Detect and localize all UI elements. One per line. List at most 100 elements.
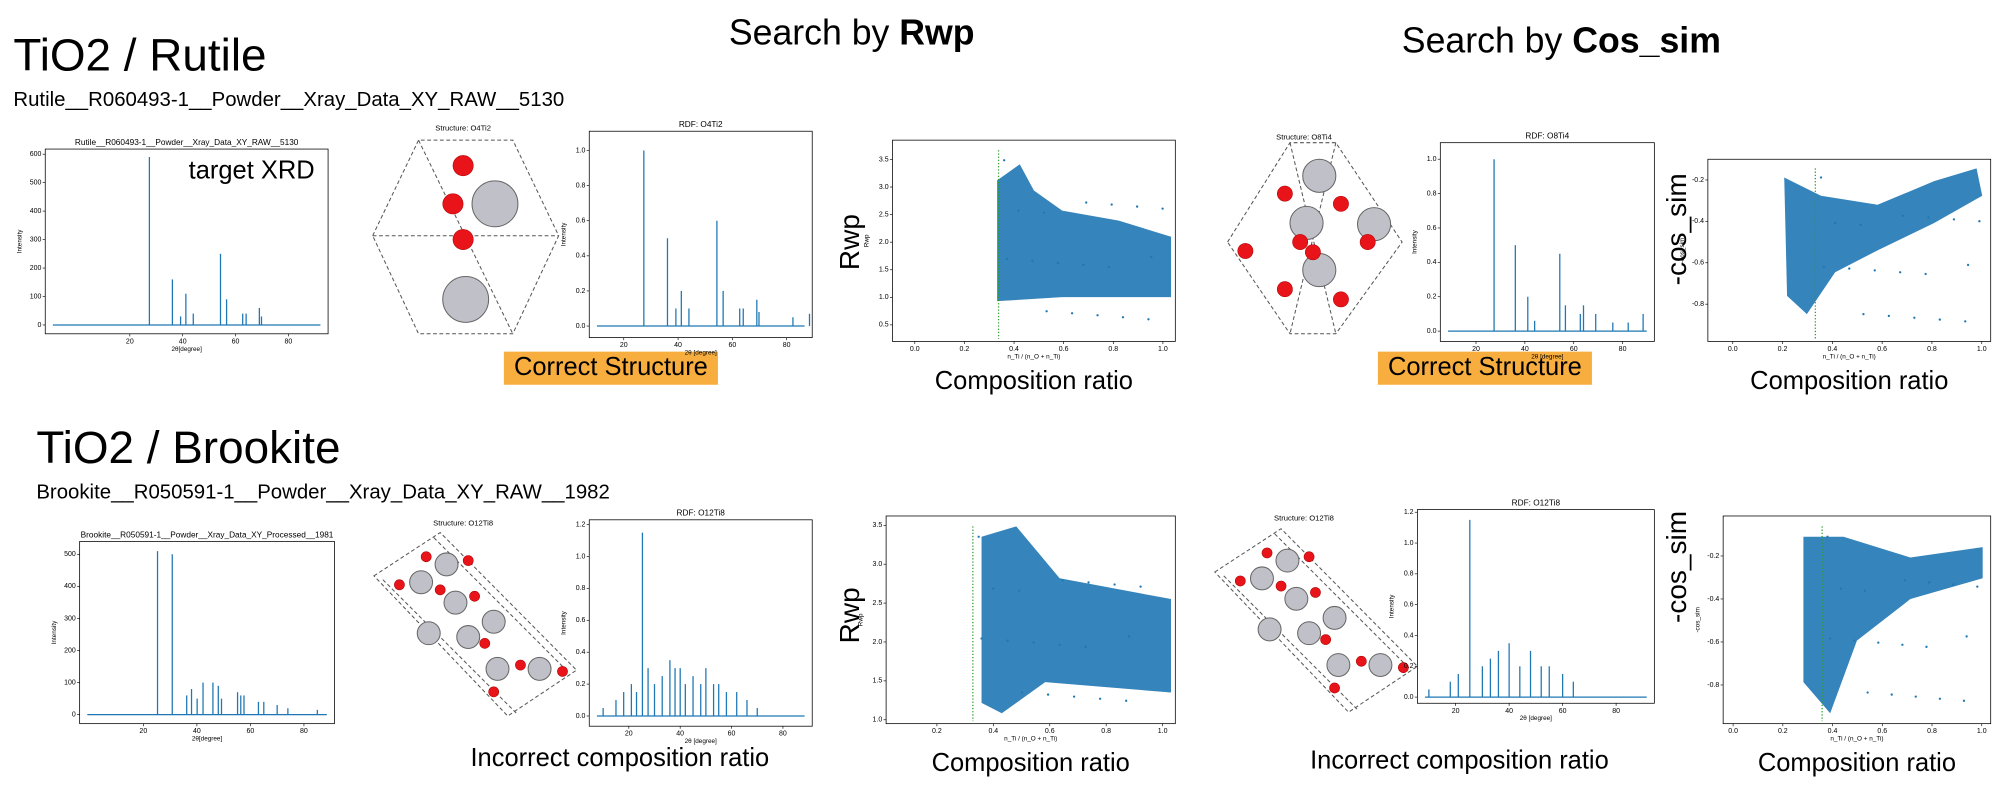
plot-title: RDF: O4Ti2 (679, 120, 723, 129)
y-tick-label: 400 (30, 208, 42, 215)
outlier-dot (1135, 205, 1139, 208)
outlier-dot (1107, 265, 1110, 269)
verdict-highlight (503, 351, 718, 385)
y-tick-label: 3.0 (879, 184, 889, 191)
axis-title: -cos_sim (1661, 511, 1692, 623)
y-axis-label: Intensity (1389, 594, 1396, 619)
y-tick-label: 300 (64, 615, 76, 622)
y-tick-label: 0.4 (1404, 632, 1414, 639)
verdict: Correct Structure (514, 353, 708, 381)
y-tick-label: -0.6 (1707, 639, 1719, 646)
y-tick-label: 0.4 (576, 649, 586, 656)
x-tick-label: 80 (1619, 346, 1627, 353)
x-tick-label: 0.8 (1101, 728, 1111, 735)
y-axis-label: Rwp (857, 613, 864, 626)
outlier-dot (1965, 635, 1968, 638)
outlier-dot (1096, 314, 1099, 317)
outlier-dot (1147, 318, 1150, 321)
x-axis-label: n_Ti / (n_O + n_Ti) (1007, 353, 1060, 360)
axis-title: -cos_sim (1661, 173, 1692, 285)
caption: Composition ratio (1750, 367, 1948, 395)
y-tick-label: 1.0 (1427, 156, 1437, 163)
x-tick-label: 80 (300, 728, 308, 735)
y-axis-label: Intensity (16, 229, 23, 254)
axes-frame (79, 541, 335, 725)
outlier-dot (1072, 695, 1076, 698)
outlier-dot (1833, 221, 1837, 225)
y-tick-label: 0.6 (1404, 602, 1414, 609)
verdict: Incorrect composition ratio (1310, 747, 1609, 775)
header-prefix: Search by (1402, 21, 1563, 61)
y-tick-label: 1.0 (576, 147, 586, 154)
outlier-dot (1901, 214, 1905, 217)
outlier-dot (1087, 581, 1090, 584)
outlier-dot (1113, 583, 1116, 586)
outlier-dot (1829, 637, 1832, 640)
x-tick-label: 0.0 (1728, 728, 1738, 735)
y-tick-label: 0.0 (576, 323, 586, 330)
x-tick-label: 0.2 (1778, 728, 1788, 735)
plot-title: Rutile__R060493-1__Powder__Xray_Data_XY_… (75, 138, 299, 147)
x-axis-label: 2θ [degree] (685, 350, 717, 357)
y-tick-label: 3.5 (879, 156, 889, 163)
y-tick-label: 0.8 (1404, 571, 1414, 578)
x-tick-label: 0.4 (1828, 728, 1838, 735)
x-tick-label: 20 (625, 731, 633, 738)
x-tick-label: 60 (728, 731, 736, 738)
x-tick-label: 80 (1612, 708, 1620, 715)
outlier-dot (1966, 263, 1970, 267)
outlier-dot (1056, 261, 1060, 265)
axes-frame (1439, 142, 1655, 342)
y-tick-label: 1.0 (1404, 540, 1414, 547)
outlier-dot (1150, 255, 1153, 259)
outlier-dot (1046, 693, 1050, 696)
outlier-dot (1070, 312, 1074, 315)
x-tick-label: 60 (247, 728, 255, 735)
y-tick-label: 0.2 (576, 681, 586, 688)
outlier-dot (1003, 159, 1006, 162)
point-cloud (1803, 536, 1983, 714)
x-tick-label: 40 (1521, 346, 1529, 353)
structure-brookite-cos (1214, 528, 1418, 713)
x-axis-label: n_Ti / (n_O + n_Ti) (1830, 736, 1883, 743)
plot-title: RDF: O12Ti8 (677, 509, 726, 518)
x-tick-label: 20 (139, 728, 147, 735)
outlier-dot (1976, 585, 1979, 588)
y-tick-label: 0.6 (576, 218, 586, 225)
y-tick-label: 0.8 (1427, 190, 1437, 197)
x-tick-label: 20 (620, 342, 628, 349)
y-tick-label: 400 (64, 583, 76, 590)
x-tick-label: 0.6 (1877, 346, 1887, 353)
outlier-dot (1862, 312, 1865, 316)
x-tick-label: 0.4 (1827, 346, 1837, 353)
file-name: Brookite__R050591-1__Powder__Xray_Data_X… (36, 481, 610, 503)
structure-brookite-rwp (373, 531, 578, 717)
outlier-dot (1161, 207, 1164, 210)
verdict-highlight (1377, 351, 1592, 385)
structure-title: Structure: O8Ti4 (1276, 133, 1332, 142)
outlier-dot (1928, 581, 1931, 584)
outlier-dot (1887, 314, 1891, 318)
y-axis-label: Intensity (560, 222, 567, 247)
y-tick-label: 0 (72, 712, 76, 719)
y-axis-label: Intensity (1412, 229, 1419, 254)
structure-title: Structure: O12Ti8 (433, 519, 493, 528)
outlier-dot (1853, 639, 1856, 642)
structure-title: Structure: O4Ti2 (435, 124, 491, 133)
y-tick-label: 0.5 (879, 322, 889, 329)
y-tick-label: 200 (64, 647, 76, 654)
axes-frame (44, 148, 329, 335)
outlier-dot (1924, 272, 1927, 276)
caption: Composition ratio (932, 749, 1130, 777)
file-name: Rutile__R060493-1__Powder__Xray_Data_XY_… (13, 89, 564, 111)
axis-title: Rwp (834, 587, 865, 643)
x-tick-label: 40 (1505, 708, 1513, 715)
outlier-dot (1084, 645, 1087, 648)
outlier-dot (1877, 641, 1880, 644)
point-cloud (997, 164, 1172, 302)
outlier-dot (1826, 535, 1829, 538)
x-tick-label: 0.4 (1009, 346, 1019, 353)
y-axis-label: Rwp (864, 234, 871, 247)
